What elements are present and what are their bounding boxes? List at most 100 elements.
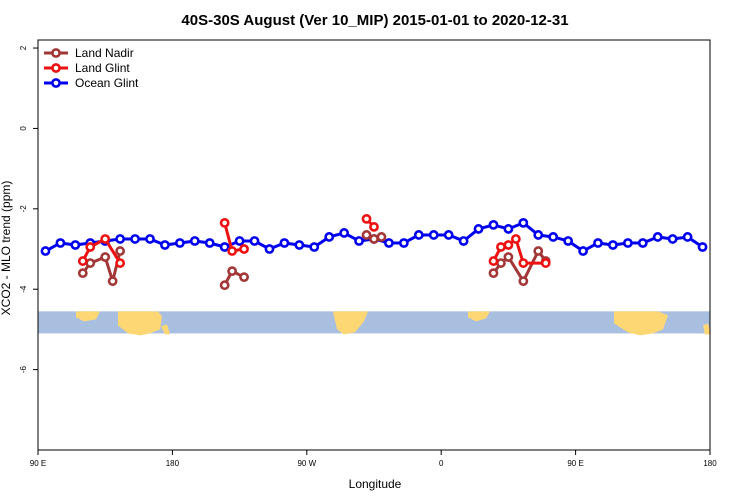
land-nadir-point bbox=[518, 276, 529, 287]
land-nadir-point bbox=[77, 268, 88, 279]
land-nadir-point bbox=[219, 280, 230, 291]
series-layer bbox=[40, 213, 708, 291]
ocean-glint-point bbox=[130, 234, 140, 244]
land-mass bbox=[76, 311, 100, 322]
land-mass bbox=[118, 311, 162, 336]
series-ocean-glint bbox=[40, 217, 708, 256]
legend-label-land-nadir: Land Nadir bbox=[75, 46, 134, 60]
land-glint-line bbox=[81, 237, 122, 264]
land-nadir-point bbox=[488, 268, 499, 279]
ocean-glint-point bbox=[70, 240, 81, 250]
land-nadir-point bbox=[369, 234, 379, 244]
ocean-glint-point bbox=[533, 230, 544, 240]
y-tick-label: 0 bbox=[19, 126, 28, 131]
x-axis-ticks: 90 E 180 90 W 0 90 E 180 bbox=[30, 450, 717, 468]
ocean-glint-point bbox=[608, 240, 618, 250]
land-glint-point bbox=[100, 234, 111, 244]
land-glint-point bbox=[77, 256, 88, 266]
ocean-glint-point bbox=[473, 224, 484, 234]
ocean-glint-point bbox=[264, 244, 275, 254]
land-glint-point bbox=[518, 258, 529, 268]
x-axis-label: Longitude bbox=[349, 477, 402, 491]
x-tick-label: 180 bbox=[166, 459, 180, 468]
land-glint-point bbox=[488, 256, 499, 266]
land-nadir-point bbox=[361, 230, 372, 240]
ocean-glint-point bbox=[174, 238, 185, 248]
land-nadir-point bbox=[100, 252, 111, 262]
y-axis-ticks: 2 0 -2 -4 -6 bbox=[19, 45, 38, 373]
ocean-glint-point bbox=[637, 238, 648, 248]
land-glint-point bbox=[510, 234, 521, 244]
land-glint-point bbox=[219, 217, 230, 228]
x-tick-label: 0 bbox=[439, 459, 444, 468]
ocean-glint-point bbox=[697, 242, 708, 252]
legend-label-ocean-glint: Ocean Glint bbox=[75, 76, 139, 90]
ocean-glint-point bbox=[115, 234, 126, 244]
land-mass bbox=[614, 311, 668, 336]
ocean-glint-point bbox=[458, 236, 469, 246]
land-nadir-point bbox=[496, 258, 506, 268]
ocean-glint-point bbox=[443, 230, 454, 240]
land-nadir-point bbox=[376, 232, 387, 242]
ocean-glint-point bbox=[309, 242, 320, 252]
land-glint-point bbox=[85, 242, 96, 252]
ocean-glint-point bbox=[234, 236, 245, 246]
land-glint-point bbox=[540, 258, 551, 268]
land-glint-point bbox=[361, 213, 372, 224]
ocean-glint-point bbox=[578, 246, 588, 256]
x-tick-label: 90 E bbox=[567, 459, 583, 468]
chart-title: 40S-30S August (Ver 10_MIP) 2015-01-01 t… bbox=[181, 12, 568, 29]
ocean-glint-point bbox=[652, 232, 663, 242]
ocean-glint-point bbox=[503, 224, 514, 234]
land-nadir-point bbox=[239, 272, 249, 283]
land-glint-point bbox=[369, 222, 379, 232]
ocean-glint-point bbox=[55, 238, 66, 248]
land-glint-point bbox=[227, 246, 238, 256]
ocean-glint-point bbox=[279, 238, 290, 248]
land-mass bbox=[333, 311, 368, 335]
ocean-glint-point bbox=[548, 232, 559, 242]
y-tick-label: 2 bbox=[19, 45, 28, 50]
ocean-glint-point bbox=[189, 236, 200, 246]
y-axis-label: XCO2 - MLO trend (ppm) bbox=[0, 181, 13, 316]
x-tick-label: 90 E bbox=[30, 459, 46, 468]
ocean-glint-point bbox=[354, 236, 364, 246]
legend-swatch-point bbox=[51, 63, 61, 73]
ocean-glint-point bbox=[428, 230, 439, 240]
ocean-glint-point bbox=[667, 234, 678, 244]
ocean-glint-point bbox=[398, 238, 409, 248]
ocean-glint-point bbox=[593, 238, 603, 248]
ocean-glint-point bbox=[294, 240, 305, 250]
ocean-glint-point bbox=[40, 246, 51, 256]
ocean-glint-point bbox=[384, 238, 394, 248]
y-tick-label: -2 bbox=[19, 205, 28, 213]
land-glint-point bbox=[115, 258, 126, 268]
land-glint-point bbox=[239, 244, 249, 254]
land-mass bbox=[468, 311, 490, 322]
ocean-glint-point bbox=[204, 238, 215, 248]
ocean-glint-point bbox=[518, 217, 529, 228]
ocean-glint-point bbox=[682, 232, 693, 242]
y-tick-label: -4 bbox=[19, 285, 28, 293]
land-mass bbox=[703, 323, 711, 335]
land-nadir-point bbox=[85, 258, 96, 268]
land-mass bbox=[161, 324, 170, 335]
ocean-glint-point bbox=[160, 240, 170, 250]
land-nadir-point bbox=[227, 266, 238, 277]
ocean-glint-point bbox=[413, 230, 424, 240]
land-glint-point bbox=[496, 242, 506, 252]
land-nadir-point bbox=[115, 246, 126, 256]
ocean-glint-point bbox=[324, 232, 335, 242]
ocean-glint-point bbox=[145, 234, 155, 244]
ocean-glint-point bbox=[622, 238, 633, 248]
ocean-band bbox=[38, 311, 710, 334]
legend-swatch-point bbox=[51, 48, 61, 58]
plot-frame bbox=[37, 39, 711, 451]
ocean-glint-point bbox=[219, 242, 230, 252]
ocean-glint-point bbox=[563, 236, 574, 246]
ocean-glint-point bbox=[339, 228, 350, 238]
legend-swatch-point bbox=[51, 78, 61, 88]
x-tick-label: 180 bbox=[703, 459, 717, 468]
